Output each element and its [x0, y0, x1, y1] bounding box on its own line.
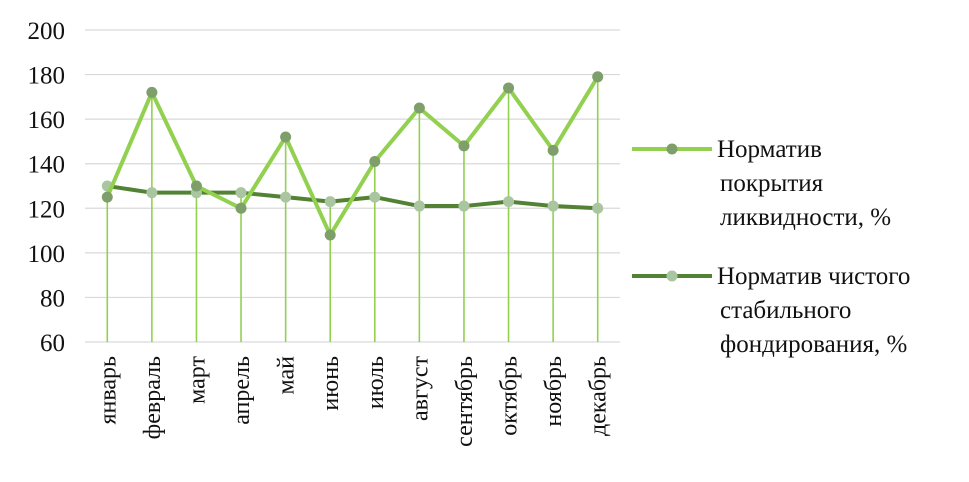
- y-tick-label: 60: [40, 330, 65, 357]
- legend-swatch-marker: [666, 270, 678, 282]
- series-1-point: [592, 71, 604, 83]
- series-1-point: [235, 202, 247, 214]
- x-tick-label: февраль: [140, 356, 166, 439]
- legend: Норматив покрытия ликвидности, % Норматив ч…: [632, 136, 910, 358]
- legend-label-line: Норматив: [717, 136, 822, 163]
- x-tick-label: апрель: [229, 356, 255, 425]
- x-tick-label: декабрь: [586, 356, 612, 436]
- series-2-point: [547, 200, 559, 212]
- series-2-point: [146, 187, 158, 199]
- x-tick-label: май: [274, 356, 300, 395]
- legend-swatch-marker: [666, 143, 678, 155]
- gridlines: [85, 29, 620, 343]
- legend-label: Норматив покрытия ликвидности, %: [717, 136, 891, 231]
- series-1-point: [324, 229, 336, 241]
- x-tick-label: июнь: [318, 356, 344, 411]
- x-tick-label: ноябрь: [541, 356, 567, 427]
- legend-label: Норматив чистого стабильного фондирования,…: [717, 263, 910, 358]
- legend-label-line: ликвидности, %: [720, 204, 891, 231]
- legend-label-line: Норматив чистого: [717, 263, 910, 290]
- x-tick-label: январь: [95, 356, 121, 425]
- series-2-point: [235, 187, 247, 199]
- series-2-point: [458, 200, 470, 212]
- y-tick-label: 160: [28, 107, 66, 134]
- x-tick-label: октябрь: [497, 356, 523, 436]
- series-1-point: [369, 155, 381, 167]
- series-2-point: [280, 191, 292, 203]
- y-tick-label: 180: [28, 63, 66, 90]
- series-2-point: [503, 196, 515, 208]
- series-1-point: [503, 82, 515, 94]
- legend-label-line: покрытия: [720, 170, 824, 197]
- x-tick-label: март: [184, 356, 210, 404]
- series-1-line: [105, 75, 600, 238]
- series-2-point: [369, 191, 381, 203]
- y-tick-label: 200: [28, 18, 66, 45]
- series-2-point: [324, 196, 336, 208]
- series-1-point: [190, 180, 202, 192]
- series-1-point: [547, 144, 559, 156]
- series-2-point: [592, 202, 604, 214]
- drop-lines: [106, 76, 599, 342]
- x-tick-label: июль: [363, 356, 389, 409]
- series-1-point: [458, 140, 470, 152]
- y-tick-label: 80: [40, 285, 65, 312]
- series-1-point: [280, 131, 292, 143]
- y-tick-label: 140: [28, 152, 66, 179]
- x-tick-label: август: [407, 355, 433, 420]
- series-1-point: [101, 191, 113, 203]
- series-1-point: [146, 86, 158, 98]
- x-tick-label: сентябрь: [452, 356, 478, 447]
- series-2-point: [413, 200, 425, 212]
- series-lines: [101, 71, 604, 241]
- x-axis-ticks: январь февраль март апрель май июнь июль август…: [95, 355, 611, 446]
- series-1-point: [413, 102, 425, 114]
- y-tick-label: 100: [28, 241, 66, 268]
- y-tick-label: 120: [28, 196, 66, 223]
- y-axis-ticks: 60 80 100 120 140 160 180 200: [28, 18, 66, 357]
- legend-label-line: стабильного: [720, 297, 851, 324]
- legend-label-line: фондирования, %: [720, 331, 907, 358]
